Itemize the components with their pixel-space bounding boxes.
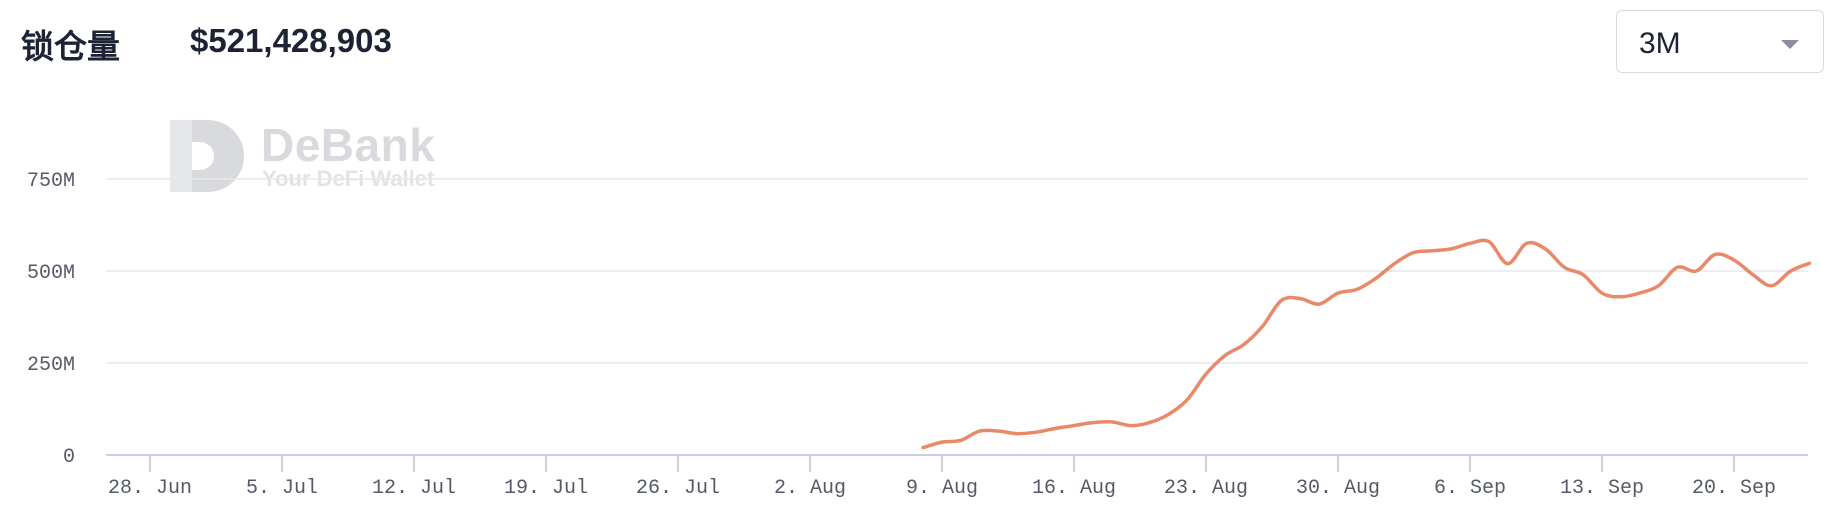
x-tick-label: 16. Aug [1032, 477, 1116, 500]
debank-logo-icon [170, 120, 244, 192]
x-tick-label: 19. Jul [504, 477, 588, 500]
series-line [921, 238, 1812, 450]
time-range-value: 3M [1639, 27, 1681, 60]
x-tick-label: 9. Aug [906, 477, 978, 500]
y-tick-label: 750M [27, 170, 75, 193]
y-tick-label: 500M [27, 262, 75, 285]
watermark-brand: DeBank [261, 119, 436, 171]
y-axis: 0 250M 500M 750M [27, 170, 75, 469]
x-tick-label: 6. Sep [1434, 477, 1506, 500]
x-tick-label: 5. Jul [246, 477, 318, 500]
x-tick-label: 20. Sep [1692, 477, 1776, 500]
chevron-down-icon [1781, 40, 1799, 49]
header: 锁仓量 $521,428,903 3M [0, 0, 1836, 90]
x-tick-label: 13. Sep [1560, 477, 1644, 500]
x-tick-label: 2. Aug [774, 477, 846, 500]
x-tick-label: 28. Jun [108, 477, 192, 500]
y-tick-label: 0 [63, 446, 75, 469]
x-tick-label: 12. Jul [372, 477, 456, 500]
tvl-label: 锁仓量 [21, 28, 120, 65]
x-tick-label: 26. Jul [636, 477, 720, 500]
tvl-value: $521,428,903 [190, 22, 392, 59]
x-axis: 28. Jun 5. Jul 12. Jul 19. Jul 26. Jul 2. Aug… [106, 454, 1808, 500]
time-range-dropdown[interactable]: 3M [1616, 10, 1824, 73]
x-tick-label: 23. Aug [1164, 477, 1248, 500]
grid [106, 178, 1808, 364]
x-tick-label: 30. Aug [1296, 477, 1380, 500]
series [921, 238, 1812, 450]
y-tick-label: 250M [27, 354, 75, 377]
